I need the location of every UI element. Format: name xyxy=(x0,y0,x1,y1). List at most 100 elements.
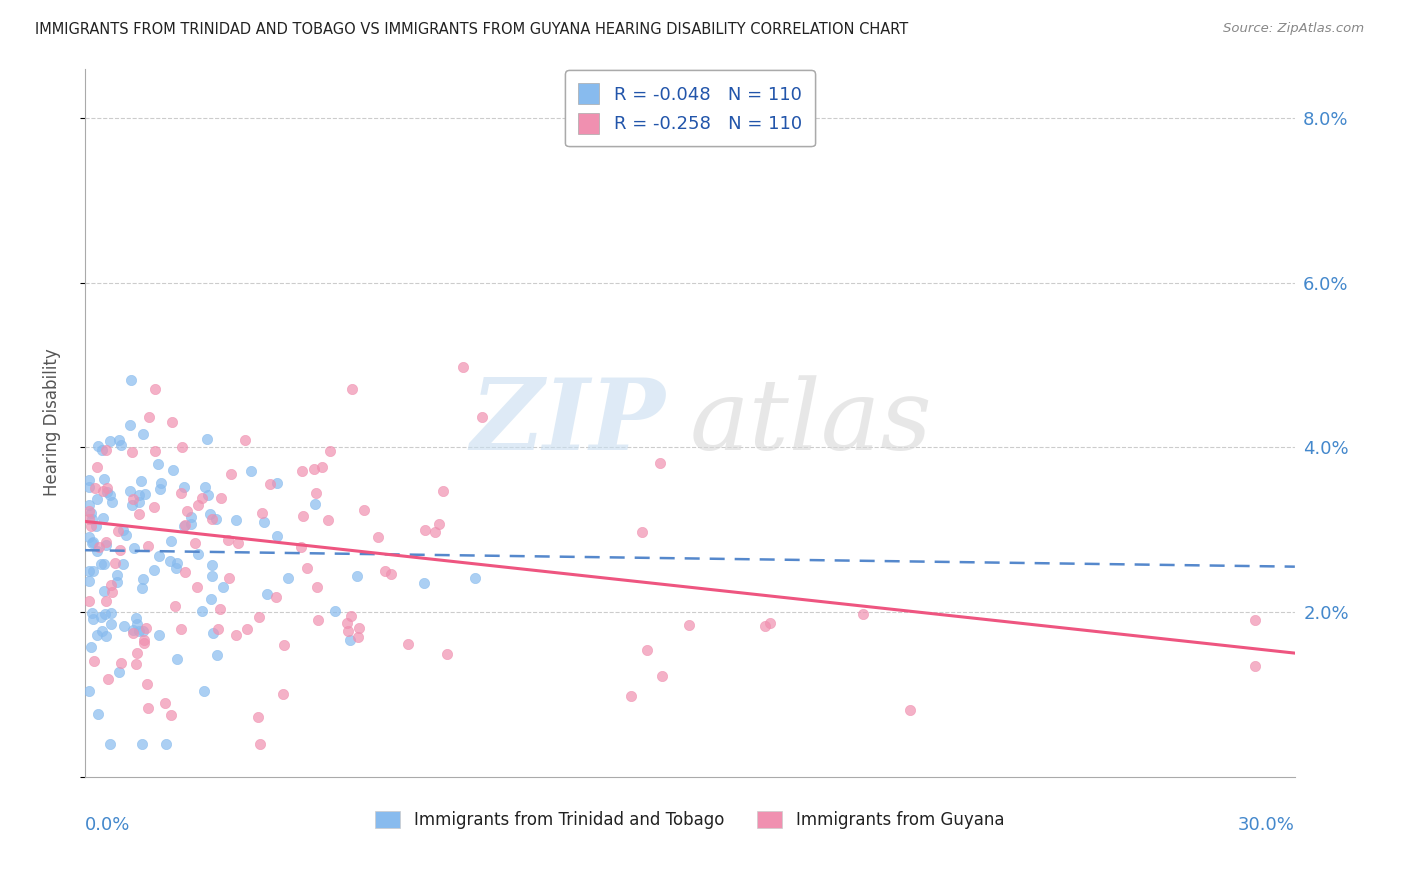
Point xyxy=(159,533,181,548)
Point xyxy=(96,535,118,549)
Point xyxy=(170,622,193,636)
Point xyxy=(236,622,259,636)
Point xyxy=(205,648,228,662)
Point xyxy=(131,474,153,488)
Point xyxy=(100,488,122,502)
Point xyxy=(346,568,368,582)
Point xyxy=(165,561,187,575)
Point xyxy=(132,624,155,638)
Point xyxy=(132,633,155,648)
Point xyxy=(132,635,155,649)
Point xyxy=(252,506,274,520)
Point xyxy=(80,640,103,654)
Point xyxy=(98,434,121,448)
Point xyxy=(100,616,122,631)
Point xyxy=(651,668,673,682)
Point xyxy=(82,565,104,579)
Point xyxy=(180,517,202,532)
Point xyxy=(153,696,176,710)
Point xyxy=(82,536,104,550)
Point xyxy=(374,564,396,578)
Point xyxy=(307,580,329,594)
Point xyxy=(266,475,288,490)
Text: ZIP: ZIP xyxy=(471,375,665,471)
Point xyxy=(380,566,402,581)
Point xyxy=(120,417,142,432)
Point xyxy=(143,382,166,396)
Point xyxy=(226,536,249,550)
Point xyxy=(187,498,209,512)
Point xyxy=(128,507,150,521)
Point xyxy=(77,512,100,526)
Point xyxy=(219,467,242,482)
Point xyxy=(339,633,361,648)
Point xyxy=(305,486,328,500)
Point xyxy=(122,491,145,506)
Point xyxy=(207,622,229,636)
Point xyxy=(91,483,114,498)
Point xyxy=(200,591,222,606)
Point xyxy=(273,638,295,652)
Point xyxy=(91,443,114,458)
Point xyxy=(135,621,157,635)
Point xyxy=(186,580,208,594)
Legend: R = -0.048   N = 110, R = -0.258   N = 110: R = -0.048 N = 110, R = -0.258 N = 110 xyxy=(565,70,814,146)
Point xyxy=(105,575,128,590)
Point xyxy=(79,506,101,520)
Point xyxy=(759,615,782,630)
Point xyxy=(84,481,107,495)
Point xyxy=(174,565,197,579)
Point xyxy=(256,587,278,601)
Point xyxy=(471,409,494,424)
Point xyxy=(93,472,115,486)
Point xyxy=(94,442,117,457)
Point xyxy=(149,483,172,497)
Point xyxy=(166,652,188,666)
Point xyxy=(200,507,222,521)
Point xyxy=(159,554,181,568)
Point xyxy=(94,607,117,621)
Point xyxy=(166,556,188,570)
Point xyxy=(155,737,177,751)
Point xyxy=(225,628,247,642)
Point xyxy=(96,481,118,495)
Point xyxy=(77,564,100,578)
Point xyxy=(128,487,150,501)
Point xyxy=(134,486,156,500)
Point xyxy=(191,604,214,618)
Point xyxy=(163,599,186,613)
Point xyxy=(180,510,202,524)
Point xyxy=(451,360,474,375)
Point xyxy=(209,491,232,506)
Point xyxy=(898,703,921,717)
Point xyxy=(86,491,108,506)
Point xyxy=(132,426,155,441)
Point xyxy=(112,557,135,571)
Point xyxy=(101,495,124,509)
Point xyxy=(291,464,314,478)
Point xyxy=(115,528,138,542)
Point xyxy=(336,615,359,630)
Point xyxy=(266,529,288,543)
Point xyxy=(197,487,219,501)
Point xyxy=(121,625,143,640)
Point xyxy=(128,624,150,639)
Point xyxy=(100,606,122,620)
Point xyxy=(191,491,214,506)
Point xyxy=(754,619,776,633)
Point xyxy=(86,460,108,475)
Point xyxy=(412,576,434,591)
Point xyxy=(122,541,145,556)
Point xyxy=(87,540,110,554)
Point xyxy=(91,624,114,638)
Point xyxy=(108,543,131,558)
Point xyxy=(94,538,117,552)
Point xyxy=(108,433,131,447)
Point xyxy=(142,563,165,577)
Point xyxy=(295,561,318,575)
Point xyxy=(131,737,153,751)
Point xyxy=(82,611,104,625)
Point xyxy=(184,536,207,550)
Point xyxy=(143,444,166,458)
Point xyxy=(425,525,447,540)
